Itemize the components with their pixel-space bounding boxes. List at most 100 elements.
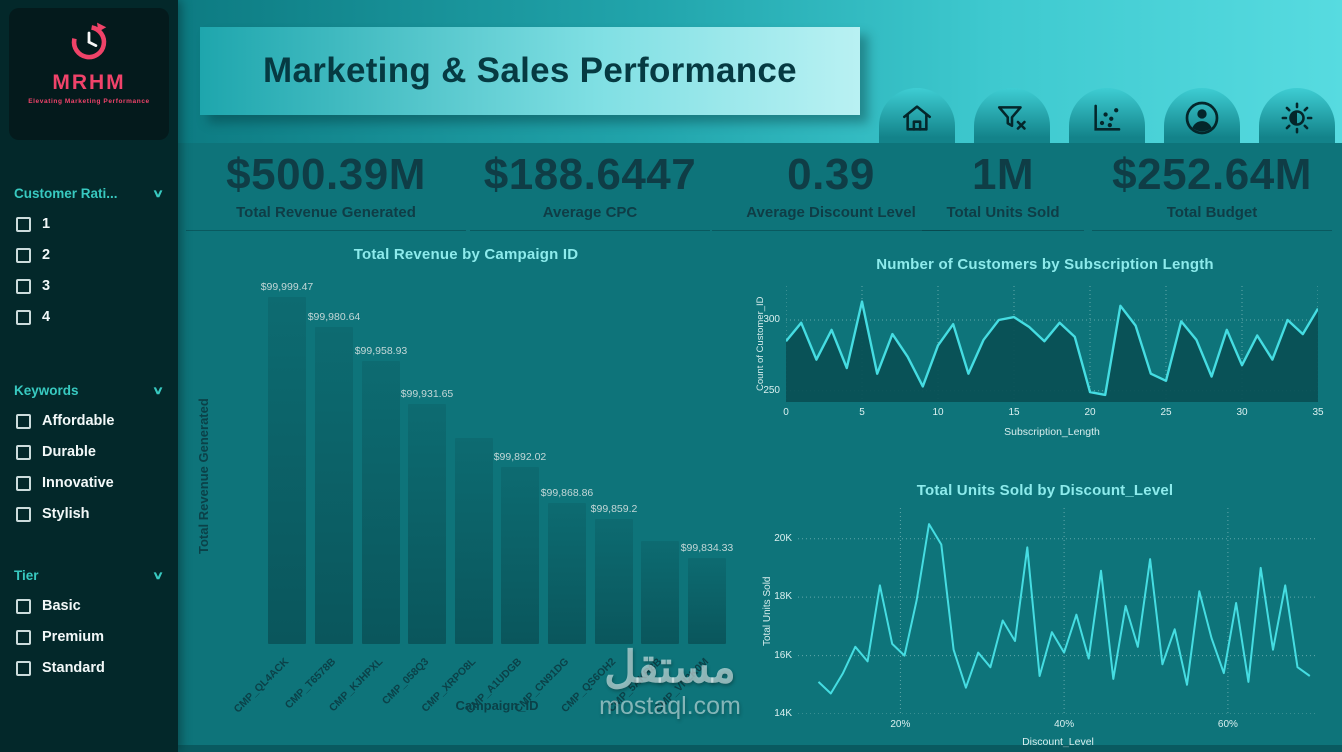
kpi-label: Total Units Sold — [946, 204, 1060, 221]
bar-plot-area[interactable]: $99,999.47 CMP_QL4ACK $99,980.64 CMP_T6578B… — [232, 281, 734, 716]
nav-button-row — [879, 88, 1335, 143]
bar-data-label: $99,834.33 — [680, 542, 734, 554]
nav-customer-page-button[interactable] — [1164, 88, 1240, 143]
kpi-value: 0.39 — [787, 150, 875, 199]
checkbox[interactable] — [16, 475, 31, 491]
filter-option-label: 4 — [42, 309, 51, 325]
bar-CMP_A1UDGB[interactable] — [501, 467, 539, 644]
checkbox[interactable] — [16, 444, 31, 460]
bar-data-label: $99,931.65 — [400, 388, 454, 400]
kpi-row: $500.39M Total Revenue Generated $188.6447… — [178, 150, 1342, 240]
filter-section-header[interactable]: Tier ∨ — [14, 568, 168, 583]
x-tick-label: 60% — [1217, 719, 1238, 730]
filter-sidebar: MRHM Elevating Marketing Performance Cus… — [0, 0, 178, 752]
filter-option-label: Standard — [42, 660, 105, 676]
series-line[interactable] — [817, 523, 1311, 695]
bottom-edge-strip — [178, 745, 1342, 752]
kpi-value: $500.39M — [226, 150, 426, 199]
bar-CMP_XRPO8L[interactable] — [455, 438, 493, 644]
kpi-total-revenue-generated: $500.39M Total Revenue Generated — [186, 150, 466, 231]
nav-clear-filters-button[interactable] — [974, 88, 1050, 143]
bar-CMP_KJHPXL[interactable] — [362, 361, 400, 644]
filter-option-stylish[interactable]: Stylish — [14, 506, 168, 522]
filter-option-label: Affordable — [42, 413, 115, 429]
filter-option-2[interactable]: 2 — [14, 247, 168, 263]
checkbox[interactable] — [16, 660, 31, 676]
filter-option-durable[interactable]: Durable — [14, 444, 168, 460]
area-plot-area[interactable] — [786, 286, 1318, 402]
nav-theme-button[interactable] — [1259, 88, 1335, 143]
filter-sections: Customer Rati... ∨ 1 2 3 4 Keywords ∨ Affordable… — [0, 186, 178, 676]
filter-option-1[interactable]: 1 — [14, 216, 168, 232]
y-axis-title: Total Revenue Generated — [196, 398, 211, 554]
filter-option-3[interactable]: 3 — [14, 278, 168, 294]
checkbox[interactable] — [16, 309, 31, 325]
bar-CMP_CN91DG[interactable] — [548, 503, 586, 644]
kpi-total-budget: $252.64M Total Budget — [1092, 150, 1332, 231]
chevron-down-icon[interactable]: ∨ — [151, 188, 165, 200]
checkbox[interactable] — [16, 413, 31, 429]
nav-home-button[interactable] — [879, 88, 955, 143]
x-tick-label: 40% — [1054, 719, 1075, 730]
chevron-down-icon[interactable]: ∨ — [151, 570, 165, 582]
filter-option-label: 1 — [42, 216, 51, 232]
bar-chart-total-revenue-by-campaign: Total Revenue by Campaign ID Total Reven… — [186, 236, 746, 752]
checkbox[interactable] — [16, 278, 31, 294]
checkbox[interactable] — [16, 598, 31, 614]
brand-name: MRHM — [52, 71, 126, 94]
bar-CMP_T6578B[interactable] — [315, 327, 353, 644]
filter-option-label: 3 — [42, 278, 51, 294]
filter-section-keywords: Keywords ∨ Affordable Durable Innovative Styl… — [14, 383, 168, 522]
bar-CMP_VN2K0M[interactable] — [688, 558, 726, 644]
line-plot-area[interactable] — [798, 508, 1318, 714]
bar-data-label: $99,892.02 — [493, 451, 547, 463]
filter-option-affordable[interactable]: Affordable — [14, 413, 168, 429]
chart-title: Total Units Sold by Discount_Level — [916, 482, 1174, 499]
area-chart-customers-by-subscription-length: Number of Customers by Subscription Leng… — [752, 246, 1338, 472]
bar-CMP_QS6OH2[interactable] — [595, 519, 633, 644]
filter-option-premium[interactable]: Premium — [14, 629, 168, 645]
filter-option-standard[interactable]: Standard — [14, 660, 168, 676]
x-tick-label: 10 — [932, 407, 944, 418]
bar-CMP_5AKR8B[interactable] — [641, 541, 679, 644]
checkbox[interactable] — [16, 629, 31, 645]
x-axis-title: Campaign_ID — [455, 698, 539, 713]
x-tick-label: 20 — [1084, 407, 1096, 418]
series-line[interactable] — [786, 300, 1318, 397]
kpi-total-units-sold: 1M Total Units Sold — [922, 150, 1084, 231]
y-tick-label: 18K — [774, 591, 792, 603]
x-tick-label: 25 — [1160, 407, 1172, 418]
filter-section-customer-rati-: Customer Rati... ∨ 1 2 3 4 — [14, 186, 168, 325]
kpi-value: 1M — [971, 150, 1035, 199]
filter-section-header[interactable]: Keywords ∨ — [14, 383, 168, 398]
nav-scatter-page-button[interactable] — [1069, 88, 1145, 143]
report-canvas: Marketing & Sales Performance — [178, 0, 1342, 752]
user-icon — [1184, 100, 1220, 141]
filter-option-basic[interactable]: Basic — [14, 598, 168, 614]
kpi-value: $252.64M — [1112, 150, 1312, 199]
kpi-value: $188.6447 — [483, 150, 697, 199]
x-tick-label: 35 — [1312, 407, 1324, 418]
checkbox[interactable] — [16, 506, 31, 522]
bar-data-label: $99,999.47 — [260, 281, 314, 293]
filter-option-label: 2 — [42, 247, 51, 263]
filter-section-header[interactable]: Customer Rati... ∨ — [14, 186, 168, 201]
filter-option-label: Stylish — [42, 506, 90, 522]
checkbox[interactable] — [16, 247, 31, 263]
checkbox[interactable] — [16, 216, 31, 232]
bar-CMP_QL4ACK[interactable] — [268, 297, 306, 644]
kpi-average-cpc: $188.6447 Average CPC — [470, 150, 710, 231]
chart-title: Total Revenue by Campaign ID — [353, 246, 579, 263]
bar-CMP_058Q3[interactable] — [408, 404, 446, 644]
chevron-down-icon[interactable]: ∨ — [151, 385, 165, 397]
y-tick-label: 16K — [774, 649, 792, 661]
filter-option-innovative[interactable]: Innovative — [14, 475, 168, 491]
filter-option-label: Basic — [42, 598, 81, 614]
filter-option-4[interactable]: 4 — [14, 309, 168, 325]
y-tick-label: 14K — [774, 708, 792, 719]
kpi-label: Total Budget — [1166, 204, 1258, 221]
chart-title: Number of Customers by Subscription Leng… — [876, 256, 1214, 273]
bar-data-label: $99,859.2 — [590, 503, 638, 515]
bar-data-label: $99,868.86 — [540, 487, 594, 499]
